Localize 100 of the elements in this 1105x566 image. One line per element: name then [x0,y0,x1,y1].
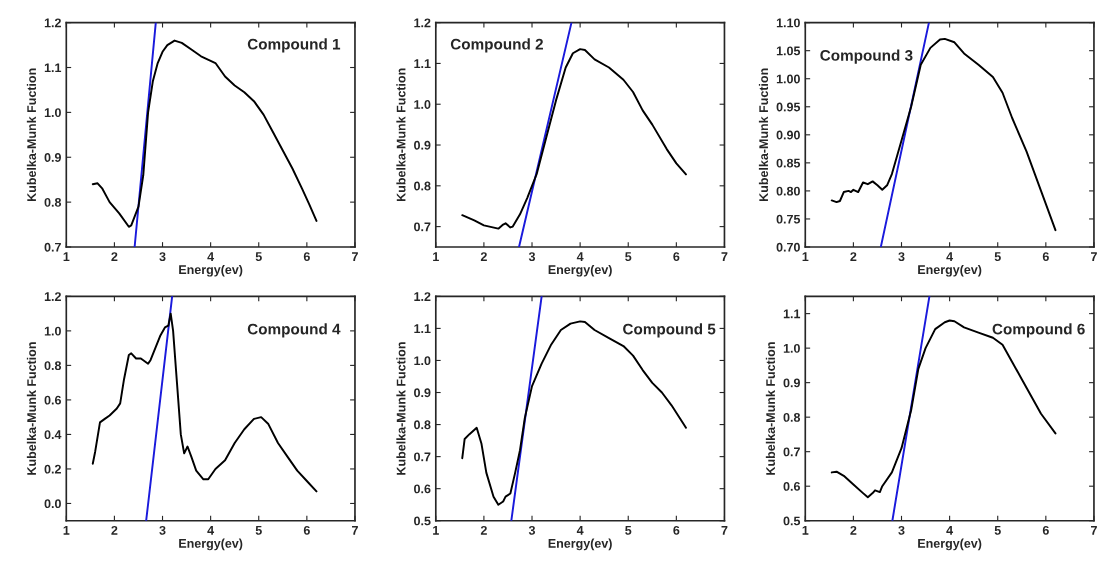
y-axis-title: Kubelka-Munk Fuction [26,342,37,475]
x-tick-label: 3 [159,252,166,262]
x-tick-label: 5 [255,526,262,535]
y-tick-label: 1.1 [783,309,801,319]
x-tick-label: 6 [1042,525,1049,535]
x-tick-label: 2 [111,252,118,261]
x-tick-label: 7 [721,252,728,261]
x-tick-label: 6 [673,525,680,535]
y-tick-label: 0.6 [783,482,800,491]
y-axis-title: Kubelka-Munk Fuction [758,68,769,201]
x-tick-label: 5 [994,526,1001,535]
x-tick-label: 4 [946,526,954,535]
x-tick-label: 1 [802,526,809,535]
y-tick-label: 0.9 [783,378,800,388]
x-tick-label: 7 [352,252,358,261]
y-tick-label: 0.5 [414,516,431,526]
x-tick-label: 3 [528,252,536,262]
y-tick-label: 1.2 [44,18,61,28]
y-tick-label: 0.2 [44,464,61,474]
x-tick-label: 5 [625,526,632,535]
x-tick-label: 6 [303,525,310,535]
y-tick-label: 0.8 [783,412,801,422]
x-tick-label: 4 [207,526,215,535]
y-tick-label: 1.0 [414,356,431,366]
annotation: Compound 3 [820,49,913,64]
y-tick-label: 1.2 [414,18,431,28]
y-tick-label: 0.8 [44,197,62,207]
x-tick-label: 3 [528,525,536,535]
annotation: Compound 4 [247,323,341,338]
y-tick-label: 0.85 [776,158,801,168]
x-axis-title: Energy(ev) [918,538,982,551]
y-tick-label: 1.2 [44,292,61,301]
x-tick-label: 5 [625,252,632,262]
y-tick-label: 1.0 [44,108,61,118]
y-tick-label: 1.0 [414,100,431,109]
y-tick-label: 0.7 [783,447,800,457]
y-tick-label: 0.6 [414,484,431,494]
y-tick-label: 0.0 [44,499,61,509]
y-tick-label: 1.1 [414,59,431,68]
x-tick-label: 1 [63,252,70,261]
x-axis-title: Energy(ev) [548,538,612,551]
x-tick-label: 6 [303,252,310,262]
x-tick-label: 7 [1091,252,1097,261]
y-tick-label: 0.7 [44,242,61,252]
x-tick-label: 3 [898,525,905,535]
x-tick-label: 1 [802,252,809,261]
y-tick-label: 1.00 [776,74,800,84]
y-tick-label: 0.7 [414,222,431,232]
x-tick-label: 3 [159,525,166,535]
y-axis-title: Kubelka-Munk Fuction [765,342,776,475]
x-tick-label: 4 [207,252,215,261]
x-tick-label: 2 [480,252,487,261]
x-axis-title: Energy(ev) [179,538,243,551]
x-axis-title: Energy(ev) [548,264,612,277]
y-tick-label: 0.8 [44,361,62,371]
x-tick-label: 7 [352,526,358,535]
annotation: Compound 2 [450,38,543,53]
x-tick-label: 5 [994,252,1001,262]
y-tick-label: 0.90 [776,130,800,140]
y-axis-title: Kubelka-Munk Fuction [26,68,37,201]
x-axis-title: Energy(ev) [179,264,243,277]
annotation: Compound 5 [623,323,716,338]
y-tick-label: 0.95 [776,102,801,112]
y-tick-label: 1.0 [783,343,800,353]
x-tick-label: 1 [433,526,439,535]
y-tick-label: 0.8 [414,181,431,191]
x-tick-label: 4 [576,252,584,261]
annotation: Compound 1 [247,38,341,53]
x-tick-label: 2 [111,525,118,535]
y-axis-title: Kubelka-Munk Fuction [396,342,406,475]
x-tick-label: 4 [946,252,954,261]
y-tick-label: 0.8 [414,420,431,430]
y-tick-label: 1.2 [414,292,431,301]
y-tick-label: 0.75 [776,214,801,224]
y-tick-label: 0.7 [414,452,431,462]
annotation: Compound 6 [992,323,1085,338]
x-tick-label: 1 [433,252,439,261]
y-tick-label: 1.05 [776,46,801,56]
y-tick-label: 1.1 [414,324,431,333]
y-tick-label: 0.70 [776,242,800,252]
x-tick-label: 2 [850,252,857,261]
y-tick-label: 1.0 [44,326,61,336]
x-tick-label: 3 [898,252,905,262]
y-tick-label: 0.80 [776,186,800,196]
y-axis-title: Kubelka-Munk Fuction [396,68,406,201]
y-tick-label: 0.9 [44,153,61,162]
y-tick-label: 0.6 [44,395,61,405]
x-tick-label: 6 [673,252,680,262]
x-tick-label: 7 [1091,526,1097,535]
x-tick-label: 1 [63,526,70,535]
x-tick-label: 4 [576,526,584,535]
x-axis-title: Energy(ev) [918,264,982,277]
y-tick-label: 0.9 [414,388,431,398]
x-tick-label: 2 [850,525,857,535]
x-tick-label: 6 [1042,252,1049,262]
x-tick-label: 2 [480,525,487,535]
y-tick-label: 1.1 [44,63,62,73]
y-tick-label: 0.4 [44,430,62,440]
y-tick-label: 1.10 [776,18,800,28]
y-tick-label: 0.5 [783,516,801,526]
